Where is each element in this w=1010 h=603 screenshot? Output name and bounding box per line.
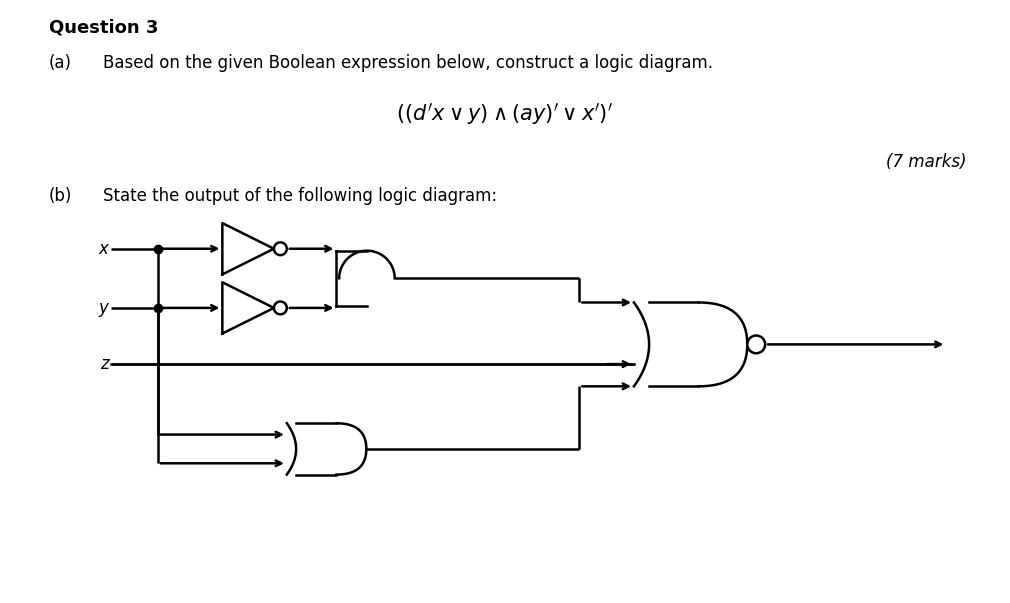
Text: (b): (b) <box>48 186 72 204</box>
Text: y: y <box>98 299 108 317</box>
Text: $((d'x \vee y) \wedge (ay)' \vee x')'$: $((d'x \vee y) \wedge (ay)' \vee x')'$ <box>396 101 614 127</box>
Text: x: x <box>98 240 108 257</box>
Circle shape <box>274 302 287 314</box>
Circle shape <box>274 242 287 255</box>
Text: Question 3: Question 3 <box>48 19 159 37</box>
Text: Based on the given Boolean expression below, construct a logic diagram.: Based on the given Boolean expression be… <box>103 54 713 72</box>
Text: (7 marks): (7 marks) <box>886 153 967 171</box>
Circle shape <box>747 335 766 353</box>
Text: (a): (a) <box>48 54 72 72</box>
Text: State the output of the following logic diagram:: State the output of the following logic … <box>103 186 498 204</box>
Text: z: z <box>100 355 108 373</box>
